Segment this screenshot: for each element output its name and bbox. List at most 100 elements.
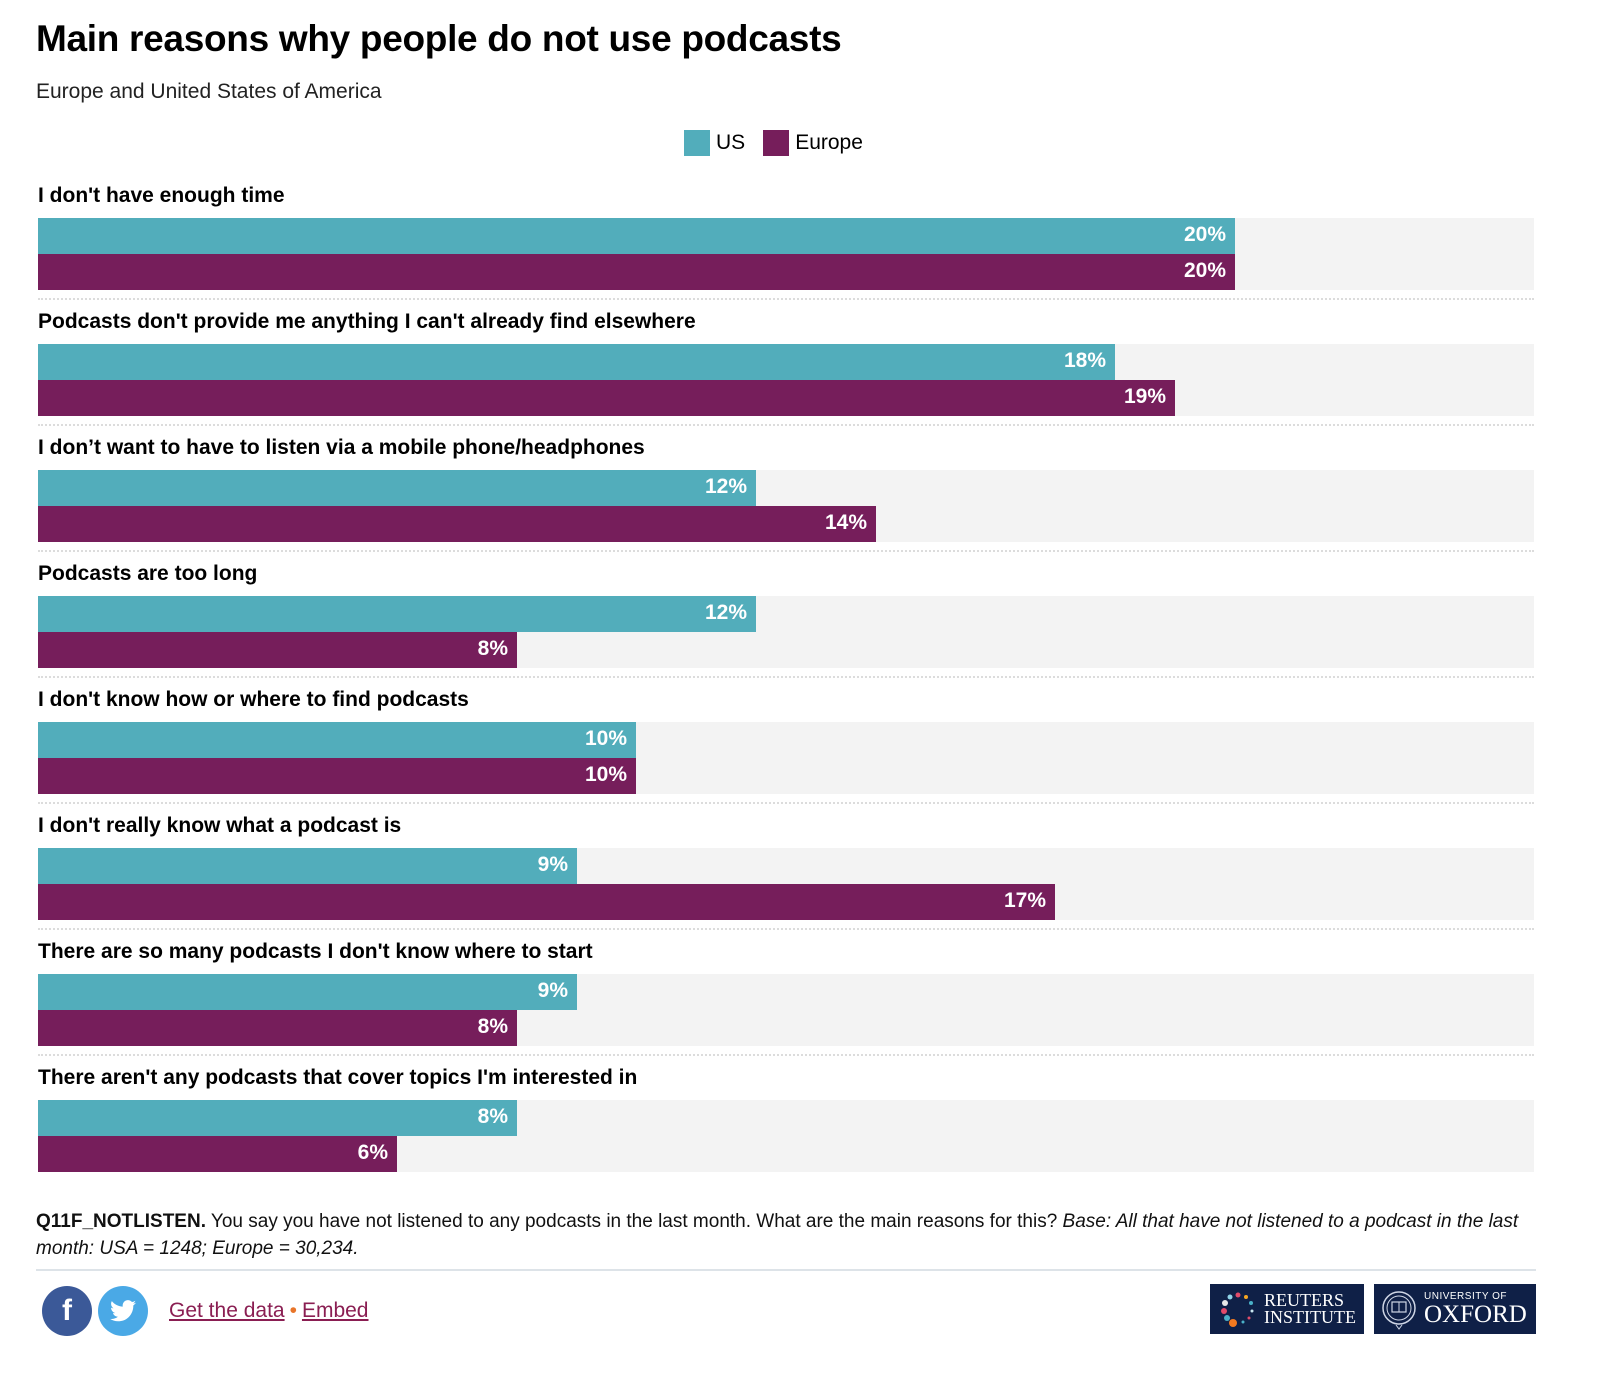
bar-us: 20% [38,218,1235,254]
twitter-icon [110,1300,136,1322]
bar-europe: 8% [38,632,517,668]
data-label: 9% [537,853,568,876]
question-text: You say you have not listened to any pod… [205,1211,1063,1232]
bar-track: 6% [38,1136,1534,1172]
question-code: Q11F_NOTLISTEN. [36,1211,206,1232]
bar-us: 12% [38,596,756,632]
category-label: Podcasts don't provide me anything I can… [38,310,696,333]
bar-group: Podcasts are too long 12% 8% [38,558,1534,684]
bar-track: 20% [38,218,1534,254]
bar-europe: 6% [38,1136,397,1172]
bar-us: 9% [38,848,577,884]
bar-us: 9% [38,974,577,1010]
bar-group: I don't know how or where to find podcas… [38,684,1534,810]
bar-group: I don't really know what a podcast is 9% 1… [38,810,1534,936]
bar-us: 8% [38,1100,517,1136]
reuters-logo-line1: REUTERS [1264,1290,1345,1310]
bar-group: I don't have enough time 20% 20% [38,180,1534,306]
reuters-institute-logo[interactable]: REUTERS INSTITUTE [1210,1284,1364,1334]
bar-europe: 10% [38,758,636,794]
group-divider [38,928,1534,930]
category-label: I don't know how or where to find podcas… [38,688,469,711]
data-label: 12% [704,601,747,624]
facebook-share-button[interactable]: f [42,1286,92,1336]
footer-links: Get the data • Embed [169,1299,369,1323]
category-label: There aren't any podcasts that cover top… [38,1066,638,1089]
data-label: 10% [584,763,627,786]
bar-europe: 20% [38,254,1235,290]
bar-track: 17% [38,884,1534,920]
category-label: Podcasts are too long [38,562,258,585]
bar-europe: 14% [38,506,876,542]
category-label: I don’t want to have to listen via a mob… [38,436,645,459]
bar-group: Podcasts don't provide me anything I can… [38,306,1534,432]
university-of-oxford-logo[interactable]: UNIVERSITY OF OXFORD [1374,1284,1536,1334]
bar-track: 19% [38,380,1534,416]
legend-swatch-europe [763,130,790,156]
bar-track: 8% [38,1100,1534,1136]
legend-label-europe: Europe [795,131,863,154]
facebook-icon: f [62,1294,72,1327]
link-separator: • [289,1299,297,1322]
data-label: 6% [357,1141,388,1164]
category-label: There are so many podcasts I don't know … [38,940,593,963]
group-divider [38,424,1534,426]
bar-track: 9% [38,848,1534,884]
bar-track: 8% [38,632,1534,668]
legend: US Europe [684,130,881,156]
oxford-logo-line1: UNIVERSITY OF [1424,1290,1507,1302]
bar-track: 12% [38,596,1534,632]
group-divider [38,550,1534,552]
legend-item-us: US [684,130,745,156]
twitter-share-button[interactable] [98,1286,148,1336]
bar-europe: 8% [38,1010,517,1046]
bar-track: 14% [38,506,1534,542]
embed-link[interactable]: Embed [301,1299,369,1322]
chart-subtitle: Europe and United States of America [36,80,382,103]
group-divider [38,802,1534,804]
bar-europe: 19% [38,380,1175,416]
bar-track: 10% [38,722,1534,758]
bar-track: 10% [38,758,1534,794]
group-divider [38,676,1534,678]
bar-us: 18% [38,344,1115,380]
bar-group: I don’t want to have to listen via a mob… [38,432,1534,558]
bar-track: 9% [38,974,1534,1010]
bar-track: 8% [38,1010,1534,1046]
data-label: 17% [1003,889,1046,912]
bar-europe: 17% [38,884,1055,920]
bar-group: There are so many podcasts I don't know … [38,936,1534,1062]
data-label: 9% [537,979,568,1002]
bar-us: 10% [38,722,636,758]
bar-track: 18% [38,344,1534,380]
data-label: 8% [477,1015,508,1038]
bar-track: 12% [38,470,1534,506]
get-the-data-link[interactable]: Get the data [169,1299,285,1322]
data-label: 8% [477,1105,508,1128]
legend-item-europe: Europe [763,130,863,156]
reuters-dots-icon [1221,1292,1254,1327]
chart-title: Main reasons why people do not use podca… [36,18,842,59]
data-label: 19% [1123,385,1166,408]
footer-divider [36,1269,1536,1271]
bar-track: 20% [38,254,1534,290]
data-label: 8% [477,637,508,660]
bar-us: 12% [38,470,756,506]
oxford-logo-line2: OXFORD [1424,1300,1527,1328]
category-label: I don't have enough time [38,184,285,207]
reuters-logo-line2: INSTITUTE [1264,1307,1356,1327]
bar-groups: I don't have enough time 20% 20% Podcasts d… [38,180,1534,1188]
bar-group: There aren't any podcasts that cover top… [38,1062,1534,1188]
oxford-crest-icon [1382,1291,1416,1330]
data-label: 10% [584,727,627,750]
group-divider [38,1054,1534,1056]
category-label: I don't really know what a podcast is [38,814,402,837]
data-label: 20% [1183,259,1226,282]
data-label: 12% [704,475,747,498]
chart-footnote: Q11F_NOTLISTEN. You say you have not lis… [36,1208,1536,1262]
legend-label-us: US [716,131,746,154]
group-divider [38,298,1534,300]
data-label: 20% [1183,223,1226,246]
data-label: 14% [824,511,867,534]
data-label: 18% [1063,349,1106,372]
